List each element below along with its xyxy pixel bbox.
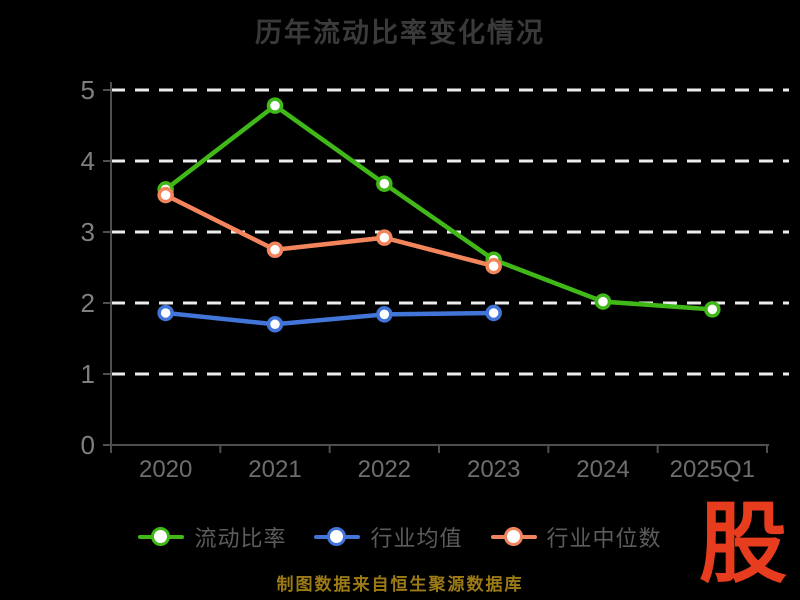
legend-label: 行业中位数 (546, 526, 662, 551)
brand-logo: 股 (698, 494, 787, 593)
y-tick-label: 1 (81, 359, 95, 389)
legend-item-industry-median[interactable]: 行业中位数 (490, 521, 662, 553)
data-point (485, 304, 502, 322)
data-point (266, 241, 284, 258)
series-line (163, 310, 496, 327)
data-point (376, 175, 393, 192)
chart-title: 历年流动比率变化情况 (255, 18, 545, 48)
legend-item-industry-mean[interactable]: 行业均值 (314, 521, 462, 553)
x-tick-label: 2022 (358, 456, 411, 483)
y-tick-label: 4 (81, 146, 95, 176)
data-point (157, 304, 174, 322)
data-point (266, 316, 284, 333)
legend-label: 行业均值 (370, 526, 463, 551)
y-tick-label: 0 (81, 430, 95, 460)
data-point (485, 257, 502, 275)
data-point (376, 229, 393, 246)
legend-label: 流动比率 (194, 526, 287, 551)
data-point (704, 301, 721, 318)
x-tick-label: 2025Q1 (670, 456, 755, 483)
data-source-caption: 制图数据来自恒生聚源数据库 (276, 575, 524, 594)
x-tick-label: 2023 (467, 456, 520, 483)
y-tick-label: 5 (81, 75, 95, 105)
data-point (594, 293, 612, 310)
x-tick-label: 2021 (248, 456, 301, 483)
data-point (157, 186, 174, 204)
y-tick-label: 2 (81, 288, 95, 318)
data-point (376, 306, 393, 323)
y-tick-label: 3 (81, 217, 95, 247)
series-line (163, 192, 496, 269)
legend-marker-icon (138, 527, 185, 547)
legend-marker-icon (314, 527, 361, 547)
data-point (266, 97, 284, 114)
series-line (163, 103, 715, 312)
chart-legend: 流动比率 行业均值 行业中位数 (0, 517, 800, 557)
x-tick-label: 2020 (139, 456, 192, 483)
legend-item-current-ratio[interactable]: 流动比率 (138, 521, 286, 553)
legend-marker-icon (490, 527, 537, 547)
x-tick-label: 2024 (576, 456, 629, 483)
